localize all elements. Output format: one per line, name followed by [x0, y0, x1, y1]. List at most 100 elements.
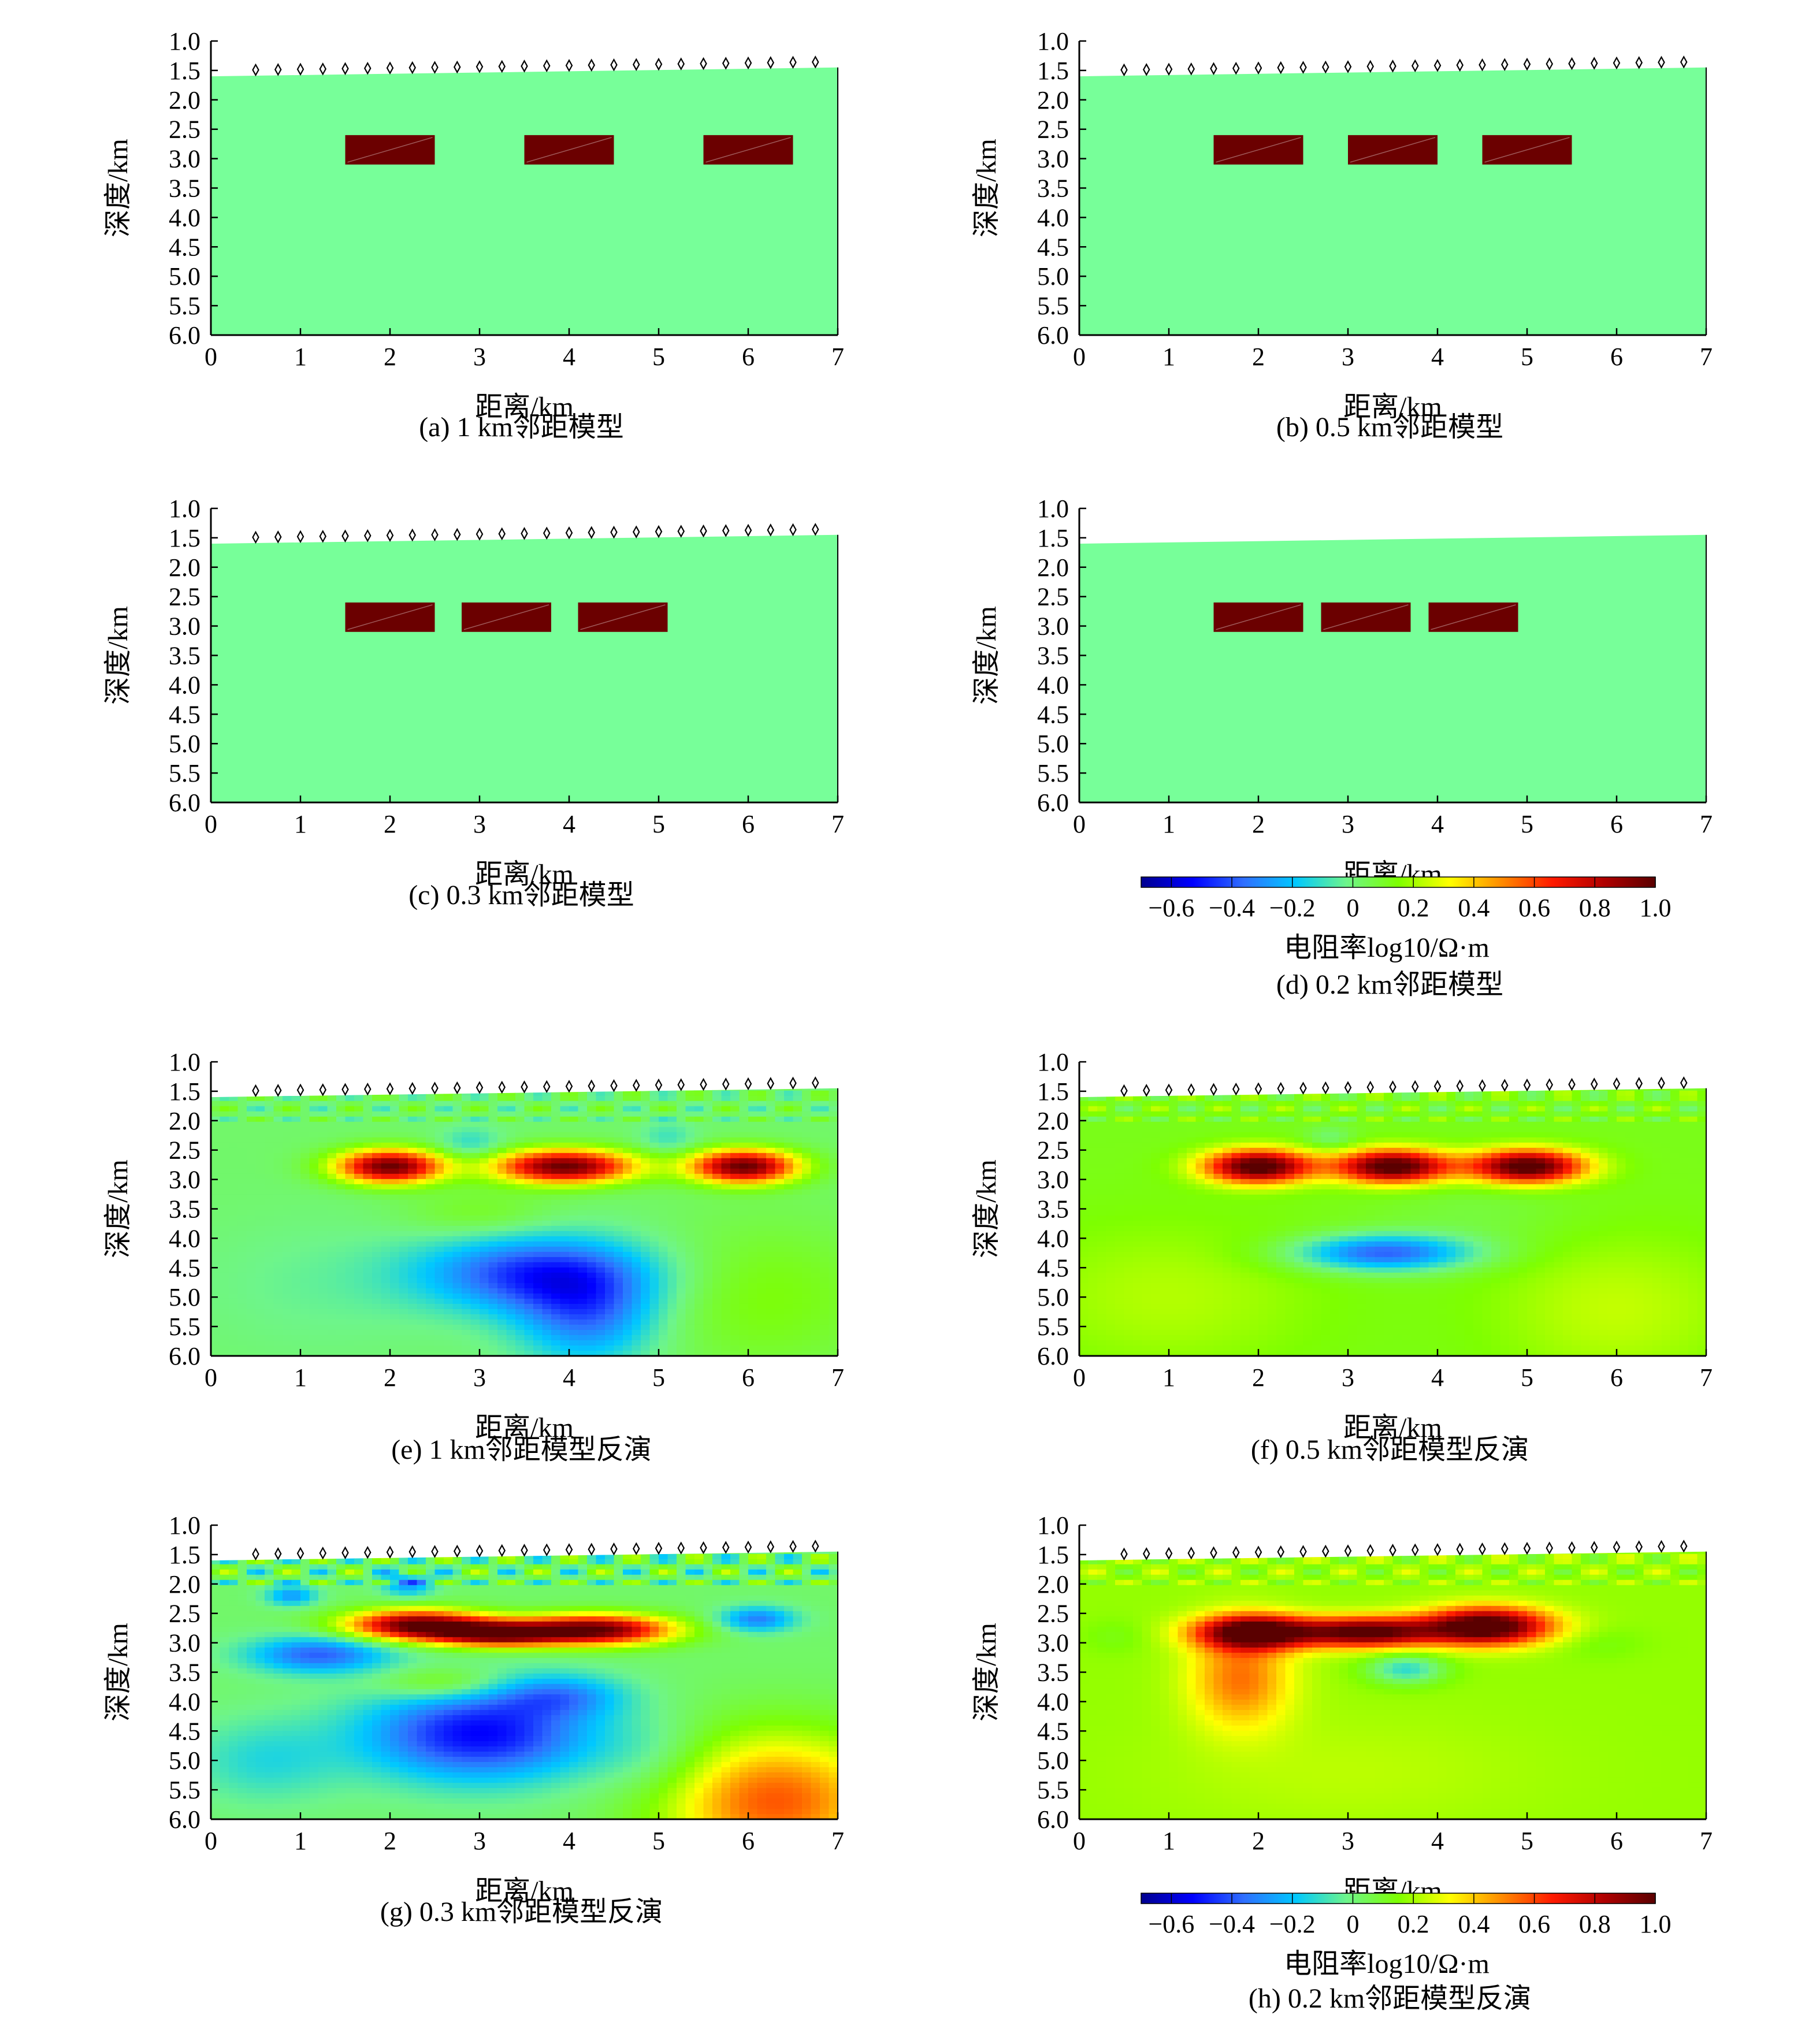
field-cell [730, 1095, 740, 1102]
station-marker [408, 1081, 417, 1095]
field-cell [399, 1225, 408, 1232]
field-cell [694, 1309, 704, 1315]
field-cell [345, 1184, 355, 1190]
field-cell [399, 1251, 408, 1258]
field-cell [542, 1095, 552, 1102]
field-cell [1231, 1163, 1241, 1169]
field-cell [605, 1267, 615, 1273]
field-cell [766, 1283, 776, 1289]
field-cell [318, 1101, 328, 1107]
field-cell [497, 1251, 507, 1258]
field-cell [390, 1314, 400, 1320]
field-cell [462, 1303, 471, 1310]
field-cell [372, 1350, 382, 1356]
field-cell [587, 1288, 597, 1294]
field-cell [757, 1314, 767, 1320]
field-cell [462, 1236, 471, 1242]
field-cell [632, 1236, 641, 1242]
field-cell [470, 1215, 480, 1221]
field-cell [775, 1241, 785, 1247]
field-cell [829, 1132, 838, 1138]
field-cell [1205, 1335, 1214, 1341]
field-cell [434, 1106, 444, 1112]
field-cell [551, 1147, 561, 1154]
station-marker [610, 58, 618, 72]
field-cell [596, 1127, 606, 1133]
field-cell [1142, 1137, 1152, 1143]
field-cell [623, 1246, 633, 1252]
field-cell [1213, 1267, 1223, 1273]
field-cell [327, 1262, 337, 1268]
field-cell [327, 1111, 337, 1117]
field-cell [1133, 1101, 1143, 1107]
station-marker [565, 59, 573, 72]
y-tick-label: 1.5 [169, 524, 200, 552]
field-cell [766, 1194, 776, 1200]
field-cell [775, 1101, 785, 1107]
field-cell [462, 1194, 471, 1200]
field-cell [677, 1246, 686, 1252]
field-cell [560, 1231, 570, 1237]
field-cell [820, 1277, 830, 1284]
field-cell [229, 1147, 239, 1154]
field-cell [560, 1111, 570, 1117]
field-cell [730, 1090, 740, 1097]
field-cell [685, 1137, 695, 1143]
field-cell [399, 1153, 408, 1159]
field-cell [497, 1246, 507, 1252]
y-tick-label: 2.0 [169, 86, 200, 114]
field-cell [255, 1267, 265, 1273]
field-cell [829, 1298, 838, 1304]
field-cell [408, 1194, 418, 1200]
field-cell [766, 1345, 776, 1351]
station-marker [1523, 57, 1531, 71]
field-cell [748, 1194, 758, 1200]
field-cell [721, 1210, 731, 1216]
field-cell [381, 1241, 391, 1247]
field-cell [685, 1220, 695, 1226]
field-cell [667, 1335, 677, 1341]
field-cell [748, 1262, 758, 1268]
field-cell [1106, 1350, 1116, 1356]
field-cell [739, 1324, 749, 1330]
field-cell [685, 1153, 695, 1159]
field-cell [1151, 1142, 1161, 1148]
field-cell [1205, 1272, 1214, 1278]
field-cell [1160, 1324, 1169, 1330]
field-cell [363, 1251, 373, 1258]
y-tick-label: 2.5 [169, 1136, 200, 1165]
station-marker [363, 61, 372, 75]
field-cell [515, 1241, 525, 1247]
field-cell [694, 1106, 704, 1112]
field-cell [1151, 1298, 1161, 1304]
field-cell [1205, 1298, 1214, 1304]
field-cell [623, 1314, 633, 1320]
field-cell [220, 1142, 229, 1148]
field-cell [1133, 1309, 1143, 1315]
field-cell [1213, 1121, 1223, 1128]
field-cell [551, 1283, 561, 1289]
field-cell [345, 1127, 355, 1133]
field-cell [434, 1288, 444, 1294]
field-cell [444, 1088, 454, 1091]
field-cell [497, 1324, 507, 1330]
station-marker [789, 523, 797, 537]
field-cell [1231, 1329, 1241, 1336]
field-cell [363, 1205, 373, 1211]
field-cell [739, 1179, 749, 1185]
field-cell [1088, 1163, 1098, 1169]
field-cell [237, 1215, 247, 1221]
field-cell [1124, 1303, 1134, 1310]
field-cell [345, 1179, 355, 1185]
field-cell [1178, 1246, 1187, 1252]
field-cell [220, 1137, 229, 1143]
field-cell [766, 1215, 776, 1221]
field-cell [515, 1215, 525, 1221]
field-cell [506, 1246, 516, 1252]
field-cell [748, 1324, 758, 1330]
field-cell [480, 1163, 489, 1169]
field-cell [748, 1350, 758, 1356]
field-cell [560, 1309, 570, 1315]
field-cell [497, 1345, 507, 1351]
field-cell [1124, 1319, 1134, 1325]
